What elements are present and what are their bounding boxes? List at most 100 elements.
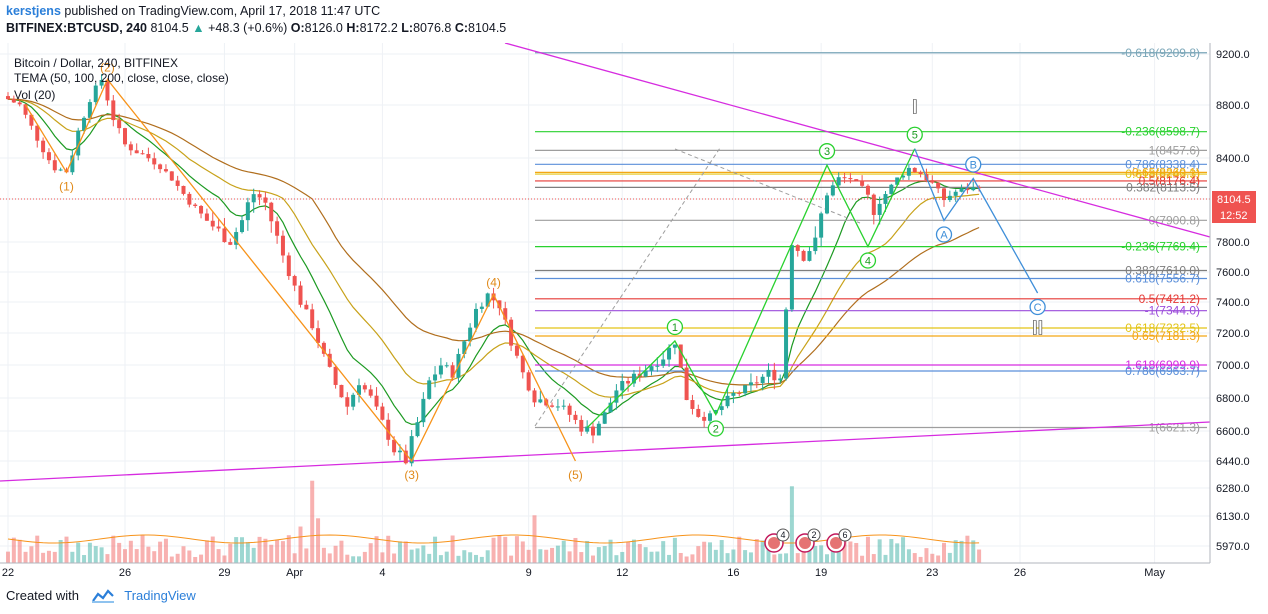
volume-bar xyxy=(380,552,385,563)
candle-body xyxy=(193,204,198,207)
close-label: C: xyxy=(454,21,469,35)
candles xyxy=(6,74,982,467)
candle-body xyxy=(602,412,607,424)
candle-body xyxy=(760,376,765,384)
time-tick-label: 9 xyxy=(526,567,532,579)
candle-body xyxy=(965,188,970,191)
fib-level-label: -1(7344.0) xyxy=(1145,304,1200,318)
candle-body xyxy=(275,221,280,236)
volume-bar xyxy=(397,541,402,563)
volume-bar xyxy=(29,546,34,563)
candle-body xyxy=(199,206,204,214)
candle-body xyxy=(29,114,34,126)
volume-bar xyxy=(901,537,906,563)
volume-bar xyxy=(555,545,560,563)
volume-bar xyxy=(690,554,695,563)
close-value: 8104.5 xyxy=(468,21,507,35)
open-value: 8126.0 xyxy=(304,21,343,35)
candle-body xyxy=(257,194,262,198)
time-tick-label: 19 xyxy=(815,567,827,579)
candle-body xyxy=(99,79,104,86)
volume-bars xyxy=(6,480,982,563)
volume-bar xyxy=(766,543,771,563)
channel-line xyxy=(674,148,861,224)
candle-body xyxy=(555,406,560,408)
publish-text: published on TradingView.com, April 17, … xyxy=(64,4,381,18)
tradingview-link[interactable]: TradingView xyxy=(124,588,196,603)
volume-bar xyxy=(257,536,262,563)
time-tick-label: 12 xyxy=(616,567,628,579)
volume-bar xyxy=(251,547,256,563)
candle-body xyxy=(696,408,701,417)
candle-body xyxy=(269,202,274,222)
candle-body xyxy=(772,369,777,381)
candle-body xyxy=(134,150,139,154)
candle-body xyxy=(181,185,186,194)
fib-levels: -0.618(9209.8)-0.236(8598.7)1(8457.6)0.7… xyxy=(535,46,1207,434)
volume-bar xyxy=(228,543,233,563)
candle-body xyxy=(918,172,923,175)
volume-bar xyxy=(362,551,367,563)
volume-bar xyxy=(321,547,326,563)
candle-body xyxy=(128,144,133,151)
volume-bar xyxy=(286,535,291,563)
fib-level-label: 0.5(8176.4) xyxy=(1139,174,1200,188)
volume-bar xyxy=(479,556,484,563)
volume-bar xyxy=(345,554,350,563)
candle-body xyxy=(187,193,192,205)
volume-bar xyxy=(11,537,16,563)
fib-level-label: 1.618(6999.9) xyxy=(1125,358,1200,372)
legend-tema: TEMA (50, 100, 200, close, close, close) xyxy=(14,71,229,85)
volume-bar xyxy=(538,549,543,563)
author-link[interactable]: kerstjens xyxy=(6,4,61,18)
volume-bar xyxy=(620,551,625,563)
candle-body xyxy=(655,365,660,367)
abc-wave-label: C xyxy=(1034,302,1042,314)
volume-bar xyxy=(111,535,116,563)
time-axis[interactable]: 22 26 29 Apr 4 9 12 16 19 23 26 May xyxy=(0,562,1210,579)
volume-bar xyxy=(269,544,274,563)
volume-bar xyxy=(64,536,69,563)
candle-body xyxy=(631,373,636,384)
volume-bar xyxy=(836,542,841,563)
legend-title: Bitcoin / Dollar, 240, BITFINEX xyxy=(14,56,178,70)
candle-body xyxy=(713,410,718,414)
volume-bar xyxy=(708,542,712,563)
tema-100-line xyxy=(7,98,980,398)
volume-bar xyxy=(316,518,321,563)
volume-bar xyxy=(626,541,631,563)
candle-body xyxy=(263,197,268,203)
volume-bar xyxy=(491,537,496,563)
fib-level-label: -0.618(9209.8) xyxy=(1121,46,1200,60)
volume-bar xyxy=(550,547,555,563)
price-chart[interactable]: -0.618(9209.8)-0.236(8598.7)1(8457.6)0.7… xyxy=(0,43,1268,583)
candle-body xyxy=(46,152,51,161)
candle-body xyxy=(971,187,976,191)
created-with-text: Created with xyxy=(6,588,79,603)
candle-body xyxy=(901,175,906,178)
candle-body xyxy=(245,202,250,221)
volume-bar xyxy=(123,549,127,563)
price-axis[interactable]: 9200.08800.08400.08000.07800.07600.07400… xyxy=(1209,43,1256,563)
volume-bar xyxy=(368,543,373,563)
price-tick-label: 7600.0 xyxy=(1216,267,1250,279)
volume-bar xyxy=(918,556,923,563)
orange-wave-label: (1) xyxy=(59,179,74,193)
candle-body xyxy=(403,450,408,464)
fib-level-label: 0.618(8243.3) xyxy=(1125,167,1200,181)
volume-bar xyxy=(333,545,338,563)
volume-bar xyxy=(743,550,748,563)
volume-bar xyxy=(456,555,461,563)
candle-body xyxy=(573,414,578,420)
volume-bar xyxy=(672,537,677,563)
tema-200-line xyxy=(7,98,980,386)
volume-bar xyxy=(438,555,443,563)
candle-body xyxy=(731,392,736,396)
volume-bar xyxy=(509,555,514,563)
candle-body xyxy=(702,416,707,421)
candle-body xyxy=(23,104,28,115)
event-count-label: 4 xyxy=(780,530,785,540)
low-value: 8076.8 xyxy=(413,21,452,35)
volume-bar xyxy=(573,537,578,563)
price-tick-label: 6800.0 xyxy=(1216,393,1250,405)
